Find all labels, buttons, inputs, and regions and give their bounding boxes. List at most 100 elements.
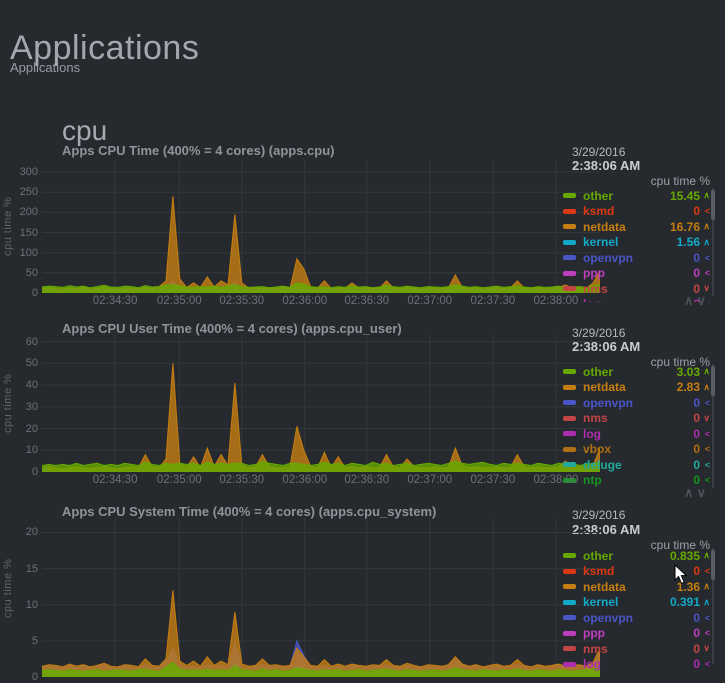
- series-color-swatch: [563, 193, 576, 198]
- y-tick-label: 250: [6, 186, 38, 198]
- chart-title: Apps CPU User Time (400% = 4 cores) (app…: [62, 321, 402, 336]
- chart-apps-cpu: Apps CPU Time (400% = 4 cores) (apps.cpu…: [0, 136, 725, 314]
- x-tick-label: 02:37:30: [470, 295, 515, 307]
- legend-nav: ∧ ∨: [684, 293, 714, 309]
- series-trend-up-icon: ∧: [701, 366, 710, 377]
- series-label: nms: [583, 411, 693, 425]
- series-color-swatch: [563, 447, 576, 452]
- series-value: 0: [693, 626, 700, 640]
- series-value: 0: [693, 564, 700, 578]
- series-label: netdata: [583, 220, 670, 234]
- y-tick-label: 15: [6, 563, 38, 575]
- series-color-swatch: [563, 385, 576, 390]
- series-trend-left-icon: <: [701, 253, 710, 263]
- netdata-dashboard: { "page": { "title": "Applications", "br…: [0, 0, 725, 664]
- legend-scroll-up-icon[interactable]: ∧: [684, 293, 694, 309]
- series-color-swatch: [563, 255, 576, 260]
- series-value: 0.391: [670, 595, 700, 609]
- chart-canvas[interactable]: [42, 160, 600, 293]
- y-tick-label: 300: [6, 166, 38, 178]
- legend-scrollbar-thumb[interactable]: [711, 366, 715, 396]
- series-color-swatch: [563, 569, 576, 574]
- series-trend-up-icon: ∧: [701, 237, 710, 248]
- series-trend-left-icon: <: [701, 460, 710, 470]
- series-label: netdata: [583, 380, 677, 394]
- x-tick-label: 02:35:00: [157, 474, 202, 486]
- series-value: 0: [693, 204, 700, 218]
- series-color-swatch: [563, 209, 576, 214]
- y-tick-label: 30: [6, 401, 38, 413]
- series-label: other: [583, 365, 677, 379]
- series-color-swatch: [563, 224, 576, 229]
- legend-scroll-down-icon[interactable]: ∨: [697, 293, 707, 309]
- series-trend-left-icon: <: [701, 268, 710, 278]
- series-label: log: [583, 297, 693, 302]
- legend-scrollbar-thumb[interactable]: [711, 550, 715, 580]
- series-color-swatch: [563, 584, 576, 589]
- series-label: kernel: [583, 235, 677, 249]
- chart-title: Apps CPU Time (400% = 4 cores) (apps.cpu…: [62, 143, 334, 158]
- y-tick-label: 10: [6, 444, 38, 456]
- series-label: kernel: [583, 595, 670, 609]
- series-trend-up-icon: ∧: [701, 190, 710, 201]
- series-color-swatch: [563, 631, 576, 636]
- series-trend-left-icon: <: [701, 613, 710, 623]
- series-color-swatch: [563, 662, 576, 667]
- series-value: 0: [693, 642, 700, 656]
- y-tick-label: 40: [6, 379, 38, 391]
- y-tick-label: 10: [6, 599, 38, 611]
- x-tick-label: 02:36:00: [282, 474, 327, 486]
- series-trend-left-icon: <: [701, 206, 710, 216]
- chart-title: Apps CPU System Time (400% = 4 cores) (a…: [62, 504, 436, 519]
- series-area-netdata: [42, 196, 600, 293]
- series-trend-up-icon: ∧: [701, 221, 710, 232]
- chart-canvas[interactable]: [42, 335, 600, 472]
- series-label: log: [583, 427, 693, 441]
- series-trend-up-icon: ∧: [701, 382, 710, 393]
- series-color-swatch: [563, 400, 576, 405]
- series-value: 0: [693, 442, 700, 456]
- series-value: 1.56: [677, 235, 700, 249]
- series-value: 2.83: [677, 380, 700, 394]
- series-label: ppp: [583, 266, 693, 280]
- series-color-swatch: [563, 553, 576, 558]
- series-color-swatch: [563, 462, 576, 467]
- series-trend-down-icon: ∨: [701, 643, 710, 654]
- series-trend-left-icon: <: [701, 628, 710, 638]
- series-value: 15.45: [670, 189, 700, 203]
- series-value: 0: [693, 611, 700, 625]
- chart-canvas[interactable]: [42, 518, 600, 677]
- legend-date: 3/29/2016: [572, 145, 625, 159]
- legend-scrollbar-thumb[interactable]: [711, 190, 715, 220]
- x-tick-label: 02:38:00: [534, 295, 579, 307]
- series-trend-up-icon: ∧: [701, 597, 710, 608]
- y-tick-label: 100: [6, 247, 38, 259]
- series-label: log: [583, 657, 693, 671]
- y-tick-label: 60: [6, 336, 38, 348]
- x-tick-label: 02:36:00: [282, 295, 327, 307]
- x-tick-label: 02:38:00: [534, 474, 579, 486]
- y-tick-label: 50: [6, 357, 38, 369]
- series-label: other: [583, 189, 670, 203]
- series-value: 0: [693, 396, 700, 410]
